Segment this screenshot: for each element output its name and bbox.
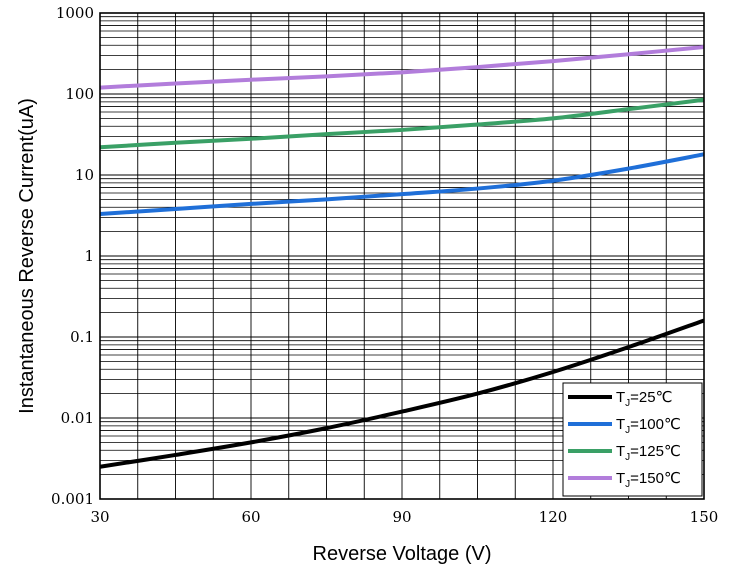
y-tick-label: 10 [75, 166, 94, 184]
legend: TJ=25℃ TJ=100℃ TJ=125℃ TJ=150℃ [562, 382, 703, 497]
y-axis-title: Instantaneous Reverse Current(uA) [16, 98, 38, 414]
legend-label-2: TJ=100℃ [616, 416, 681, 436]
series-line-3 [99, 97, 705, 150]
legend-label-4: TJ=150℃ [616, 470, 681, 490]
x-tick-labels: 30 60 90 120 150 [90, 508, 718, 526]
y-tick-label: 0.1 [70, 328, 94, 346]
y-tick-label: 0.01 [61, 409, 94, 427]
x-tick-label: 120 [539, 508, 568, 526]
legend-label-1: TJ=25℃ [616, 389, 672, 409]
x-tick-label: 90 [392, 508, 411, 526]
series-lines [99, 45, 705, 469]
y-tick-label: 1 [84, 247, 94, 265]
x-axis-title: Reverse Voltage (V) [313, 543, 492, 565]
y-tick-label: 100 [65, 85, 94, 103]
plot-frame [99, 12, 705, 500]
legend-label-3: TJ=125℃ [616, 443, 681, 463]
y-tick-labels: 0.001 0.01 0.1 1 10 100 1000 [51, 4, 94, 508]
series-line-1 [99, 318, 705, 469]
series-line-2 [99, 152, 705, 216]
series-line-4 [99, 45, 705, 90]
y-tick-label: 0.001 [51, 490, 94, 508]
x-tick-label: 60 [241, 508, 260, 526]
x-tick-label: 30 [90, 508, 109, 526]
y-tick-label: 1000 [56, 4, 94, 22]
x-tick-label: 150 [690, 508, 719, 526]
